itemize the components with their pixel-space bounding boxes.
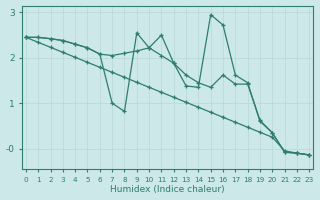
X-axis label: Humidex (Indice chaleur): Humidex (Indice chaleur) — [110, 185, 225, 194]
